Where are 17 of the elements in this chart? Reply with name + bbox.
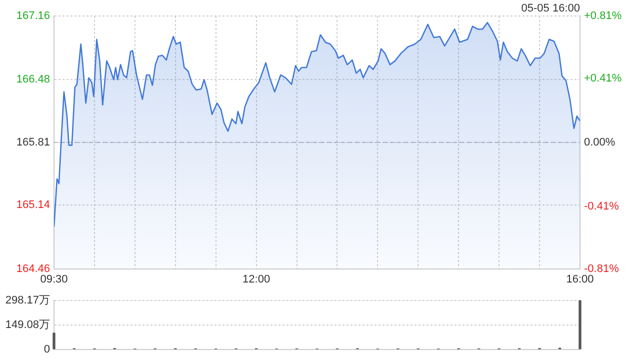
y-tick-label: 165.81 [16,136,50,148]
y-tick-label: 164.46 [16,262,50,275]
y-tick-label: 149.08万 [5,319,50,332]
y2-tick-label: 0.00% [584,136,616,148]
y2-tick-label: +0.41% [584,72,622,84]
y-tick-label: 166.48 [16,74,50,86]
y2-tick-label: -0.81% [584,262,620,275]
text: 05-05 16:00 [521,2,580,15]
y2-tick-label: +0.81% [584,10,622,22]
y-tick-label: 298.17万 [5,294,50,307]
y-tick-label: 165.14 [16,199,50,212]
y-tick-label: 167.16 [16,10,50,22]
y2-tick-label: -0.41% [584,200,620,212]
x-tick-label: 09:30 [40,273,68,286]
y-tick-label: 0 [44,343,50,356]
x-tick-label: 16:00 [566,273,594,286]
x-tick-label: 12:00 [242,273,270,286]
